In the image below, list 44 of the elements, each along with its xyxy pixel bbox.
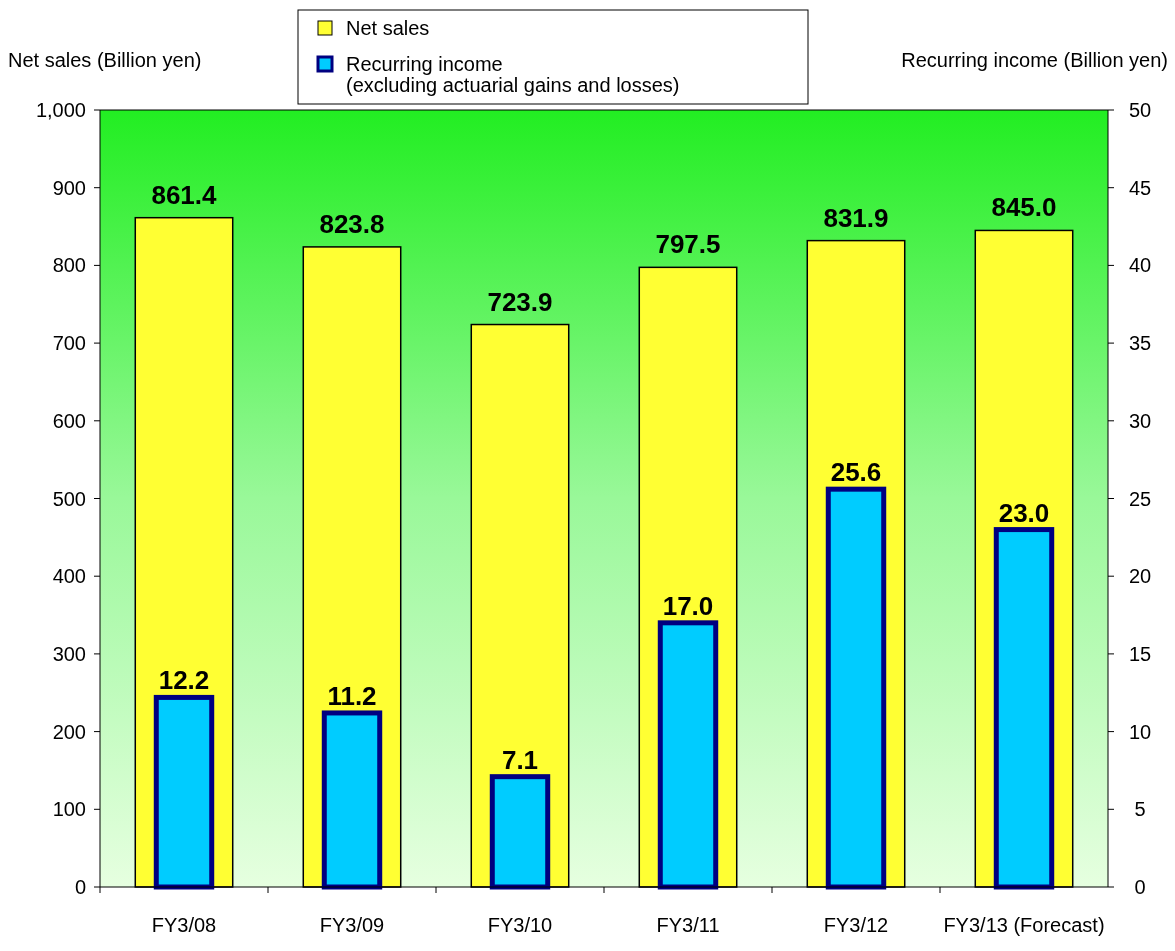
y2-tick-label: 35 xyxy=(1128,332,1152,355)
data-label: 23.0 xyxy=(998,497,1050,528)
y-tick-label: 700 xyxy=(52,332,86,355)
y-tick-label: 0 xyxy=(74,876,86,898)
y2-tick-label: 10 xyxy=(1128,720,1152,743)
y-tick-label: 100 xyxy=(52,798,86,821)
y2-tick-label: 25 xyxy=(1128,487,1152,510)
y-tick-label: 200 xyxy=(52,720,86,743)
y2-tick-label: 50 xyxy=(1128,99,1152,121)
y2-tick-label: 5 xyxy=(1134,798,1146,821)
y2-tick-label: 15 xyxy=(1128,642,1152,665)
data-label: 861.4 xyxy=(151,179,218,210)
data-label: 17.0 xyxy=(662,590,714,621)
data-label: 845.0 xyxy=(991,192,1057,223)
y2-tick-label: 40 xyxy=(1128,254,1152,277)
legend-label: Recurring income (excluding actuarial gains and losses) xyxy=(346,53,680,96)
data-label: 11.2 xyxy=(327,680,377,711)
data-label: 723.9 xyxy=(487,286,553,317)
data-label: 25.6 xyxy=(830,457,882,488)
y-axis-title: Net sales (Billion yen) xyxy=(8,49,202,71)
x-tick-label: FY3/11 xyxy=(656,914,720,936)
y-tick-label: 600 xyxy=(52,409,86,432)
x-tick-label: FY3/12 xyxy=(823,914,889,936)
y2-tick-label: 20 xyxy=(1128,565,1152,588)
data-label: 12.2 xyxy=(158,665,210,696)
y-tick-label: 900 xyxy=(52,176,86,199)
data-label: 797.5 xyxy=(655,229,721,260)
data-label: 7.1 xyxy=(501,744,539,775)
y2-tick-label: 30 xyxy=(1128,409,1152,432)
legend-label: Net sales xyxy=(346,17,430,39)
y-tick-label: 400 xyxy=(52,565,86,588)
y-tick-label: 500 xyxy=(52,487,86,510)
y-tick-label: 800 xyxy=(52,254,86,277)
y2-tick-label: 45 xyxy=(1128,176,1152,199)
y-tick-label: 300 xyxy=(52,642,86,665)
y-tick-label: 1,000 xyxy=(35,99,86,121)
data-label: 823.8 xyxy=(319,208,385,239)
data-label: 831.9 xyxy=(823,202,889,233)
x-tick-label: FY3/09 xyxy=(319,914,385,936)
y2-tick-label: 0 xyxy=(1134,876,1146,898)
x-tick-label: FY3/10 xyxy=(487,914,553,936)
x-tick-label: FY3/13 (Forecast) xyxy=(943,914,1105,936)
y2-axis-title: Recurring income (Billion yen) xyxy=(901,49,1168,71)
x-tick-label: FY3/08 xyxy=(151,914,217,936)
